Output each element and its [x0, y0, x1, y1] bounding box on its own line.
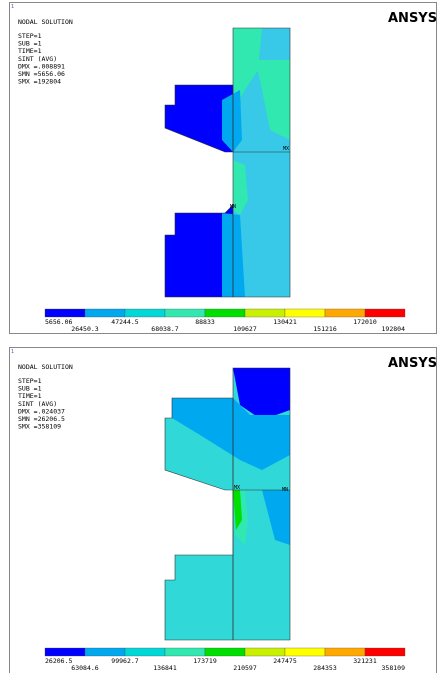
legend-band [85, 309, 125, 317]
legend-label: 109627 [233, 325, 257, 333]
legend-band [325, 309, 365, 317]
legend-label: 321231 [353, 657, 377, 665]
extreme-marker: MN [230, 204, 236, 210]
legend-label: 210597 [233, 664, 257, 672]
extreme-marker: MX [283, 146, 289, 152]
legend-band [125, 648, 165, 656]
legend-label: 136841 [153, 664, 177, 672]
info-line: SMX =192804 [18, 78, 61, 86]
legend-label: 173719 [193, 657, 217, 665]
legend-band [85, 648, 125, 656]
legend-band [285, 309, 325, 317]
legend-label: 47244.5 [111, 318, 138, 326]
screenshot: 1NODAL SOLUTIONSTEP=1SUB =1TIME=1SINT (A… [0, 0, 439, 673]
legend-band [165, 648, 205, 656]
legend-label: 284353 [313, 664, 337, 672]
legend-band [45, 309, 85, 317]
legend-band [365, 309, 405, 317]
legend-band [165, 309, 205, 317]
plot-title: NODAL SOLUTION [18, 18, 73, 26]
legend-band [325, 648, 365, 656]
legend-label: 5656.06 [45, 318, 72, 326]
page: 1NODAL SOLUTIONSTEP=1SUB =1TIME=1SINT (A… [0, 0, 439, 673]
legend-label: 99962.7 [111, 657, 138, 665]
legend-label: 130421 [273, 318, 297, 326]
legend-label: 172010 [353, 318, 377, 326]
plot-title: NODAL SOLUTION [18, 363, 73, 371]
legend-band [205, 648, 245, 656]
legend-label: 26450.3 [71, 325, 98, 333]
legend-band [285, 648, 325, 656]
legend-label: 151216 [313, 325, 337, 333]
legend-band [245, 309, 285, 317]
legend-label: 88833 [195, 318, 215, 326]
window-index: 1 [11, 4, 14, 10]
legend-band [125, 309, 165, 317]
extreme-marker: MX [234, 485, 240, 491]
info-line: SMX =358109 [18, 423, 61, 431]
legend-label: 192804 [382, 325, 406, 333]
legend-label: 63084.6 [71, 664, 98, 672]
window-index: 1 [11, 349, 14, 355]
contour-region [222, 90, 242, 152]
legend-label: 247475 [273, 657, 297, 665]
legend-band [245, 648, 285, 656]
ansys-logo: ANSYS [388, 356, 437, 371]
legend-band [205, 309, 245, 317]
legend-label: 358109 [382, 664, 406, 672]
legend-band [365, 648, 405, 656]
legend-label: 68038.7 [151, 325, 178, 333]
legend-band [45, 648, 85, 656]
extreme-marker: MN [282, 487, 288, 493]
ansys-logo: ANSYS [388, 11, 437, 26]
legend-label: 26206.5 [45, 657, 72, 665]
